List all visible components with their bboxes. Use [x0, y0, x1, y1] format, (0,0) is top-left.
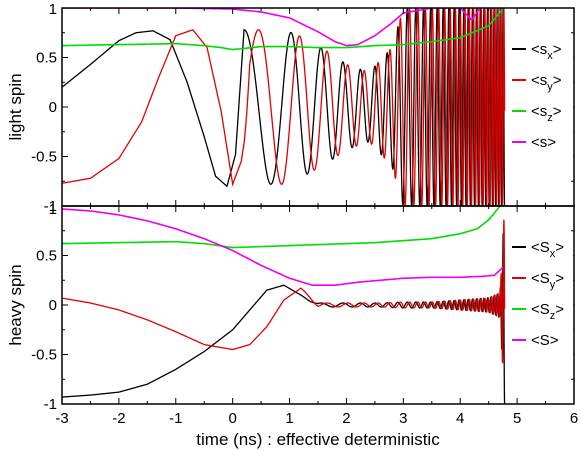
y-tick-label: 0 [49, 99, 57, 116]
series-line-sx [62, 8, 506, 206]
series-line-Sy [62, 219, 506, 364]
y-tick-label: 0.5 [36, 50, 57, 67]
x-tick-label: 2 [342, 410, 350, 427]
legend-label-subscript: y [550, 279, 556, 291]
legend-label-end: > [555, 301, 564, 318]
legend-label-end: > [550, 332, 559, 349]
y-tick-label: 1 [49, 1, 57, 18]
legend-label-end: > [553, 103, 562, 120]
legend-label-subscript: z [550, 310, 556, 322]
legend-label-base: <S [531, 270, 550, 287]
panel-1-plot-area [62, 8, 506, 206]
legend-label-base: <s [531, 134, 547, 151]
legend-label-base: <s [531, 41, 547, 58]
x-tick-label: 0 [228, 410, 236, 427]
y-tick-label: -0.5 [31, 347, 57, 364]
legend-label-end: > [555, 270, 564, 287]
x-tick-label: 4 [456, 410, 464, 427]
legend-label-base: <S [531, 332, 550, 349]
y-tick-label: 1 [49, 201, 57, 218]
legend-label-end: > [547, 134, 556, 151]
legend-label-end: > [555, 239, 564, 256]
x-tick-label: 6 [570, 410, 578, 427]
legend-label: <sy> [531, 72, 562, 93]
series-line-S [62, 208, 504, 286]
x-tick-label: 1 [285, 410, 293, 427]
legend-label-subscript: z [547, 112, 553, 124]
series-line-Sx [62, 233, 506, 404]
series-line-sz [62, 8, 504, 51]
legend-label-base: <S [531, 239, 550, 256]
x-tick-label: -1 [169, 410, 182, 427]
series-line-s [62, 8, 481, 47]
legend-label: <Sz> [531, 301, 564, 322]
y-tick-label: -0.5 [31, 149, 57, 166]
legend-label-subscript: x [550, 248, 556, 260]
y-tick-label: 0 [49, 297, 57, 314]
legend-label: <S> [531, 332, 559, 349]
y-tick-label: 0.5 [36, 248, 57, 265]
series-line-Sz [62, 206, 501, 249]
y-tick-label: -1 [44, 396, 57, 413]
legend-label: <sx> [531, 41, 562, 62]
legend-label-base: <s [531, 72, 547, 89]
x-tick-label: -2 [112, 410, 125, 427]
x-axis-title: time (ns) : effective deterministic [196, 430, 440, 449]
y-tick-label: -1 [44, 198, 57, 215]
legend-label-subscript: y [547, 81, 553, 93]
panel-1-y-axis-title: light spin [6, 73, 25, 140]
legend-label: <Sy> [531, 270, 564, 291]
legend-label-base: <S [531, 301, 550, 318]
x-tick-label: 3 [399, 410, 407, 427]
panel-2-y-axis-title: heavy spin [6, 264, 25, 345]
legend-label-base: <s [531, 103, 547, 120]
series-line-sy [62, 8, 506, 206]
legend-label-end: > [553, 72, 562, 89]
legend-label-end: > [553, 41, 562, 58]
x-tick-label: -3 [55, 410, 68, 427]
x-tick-label: 5 [513, 410, 521, 427]
legend-label-subscript: x [547, 50, 553, 62]
panel-2-plot-area [62, 206, 506, 404]
legend-label: <Sx> [531, 239, 564, 260]
legend-label: <s> [531, 134, 556, 151]
legend-label: <sz> [531, 103, 562, 124]
